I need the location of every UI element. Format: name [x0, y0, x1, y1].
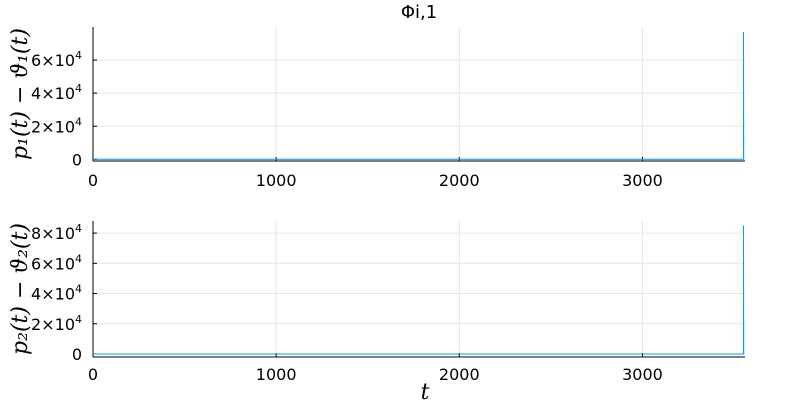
y-axis-label: p₂(t) − ϑ₂(t) — [8, 223, 33, 355]
y-tick-label: 0 — [72, 345, 82, 364]
y-tick-label: 4×104 — [31, 283, 82, 304]
x-tick-label: 0 — [88, 171, 98, 190]
y-tick-label: 0 — [72, 150, 82, 169]
y-tick-label: 8×104 — [31, 222, 82, 243]
x-tick-label: 3000 — [622, 171, 663, 190]
x-axis-label: t — [421, 380, 430, 400]
subplot-2: 0 1000 2000 3000 0 2×104 4×104 6×104 8×104p₂(t) … — [8, 221, 745, 400]
x-tick-label: 2000 — [439, 171, 480, 190]
series-line-1 — [93, 225, 745, 355]
y-axis-label: p₁(t) − ϑ₁(t) — [8, 28, 33, 160]
series-line-1 — [93, 31, 745, 160]
y-tick-label: 6×104 — [31, 49, 82, 70]
x-tick-label: 2000 — [439, 365, 480, 384]
y-tick-label: 2×104 — [31, 115, 82, 136]
x-tick-label: 1000 — [256, 365, 297, 384]
y-tick-label: 4×104 — [31, 82, 82, 103]
chart-title: Φi,1 — [401, 2, 437, 23]
y-tick-label: 6×104 — [31, 252, 82, 273]
x-tick-label: 0 — [88, 365, 98, 384]
x-tick-label: 1000 — [256, 171, 297, 190]
y-tick-label: 2×104 — [31, 313, 82, 334]
x-tick-label: 3000 — [622, 365, 663, 384]
subplot-1: 0 1000 2000 3000 0 2×104 4×104 6×104 Φi,1 p₁(t) −… — [8, 2, 745, 190]
